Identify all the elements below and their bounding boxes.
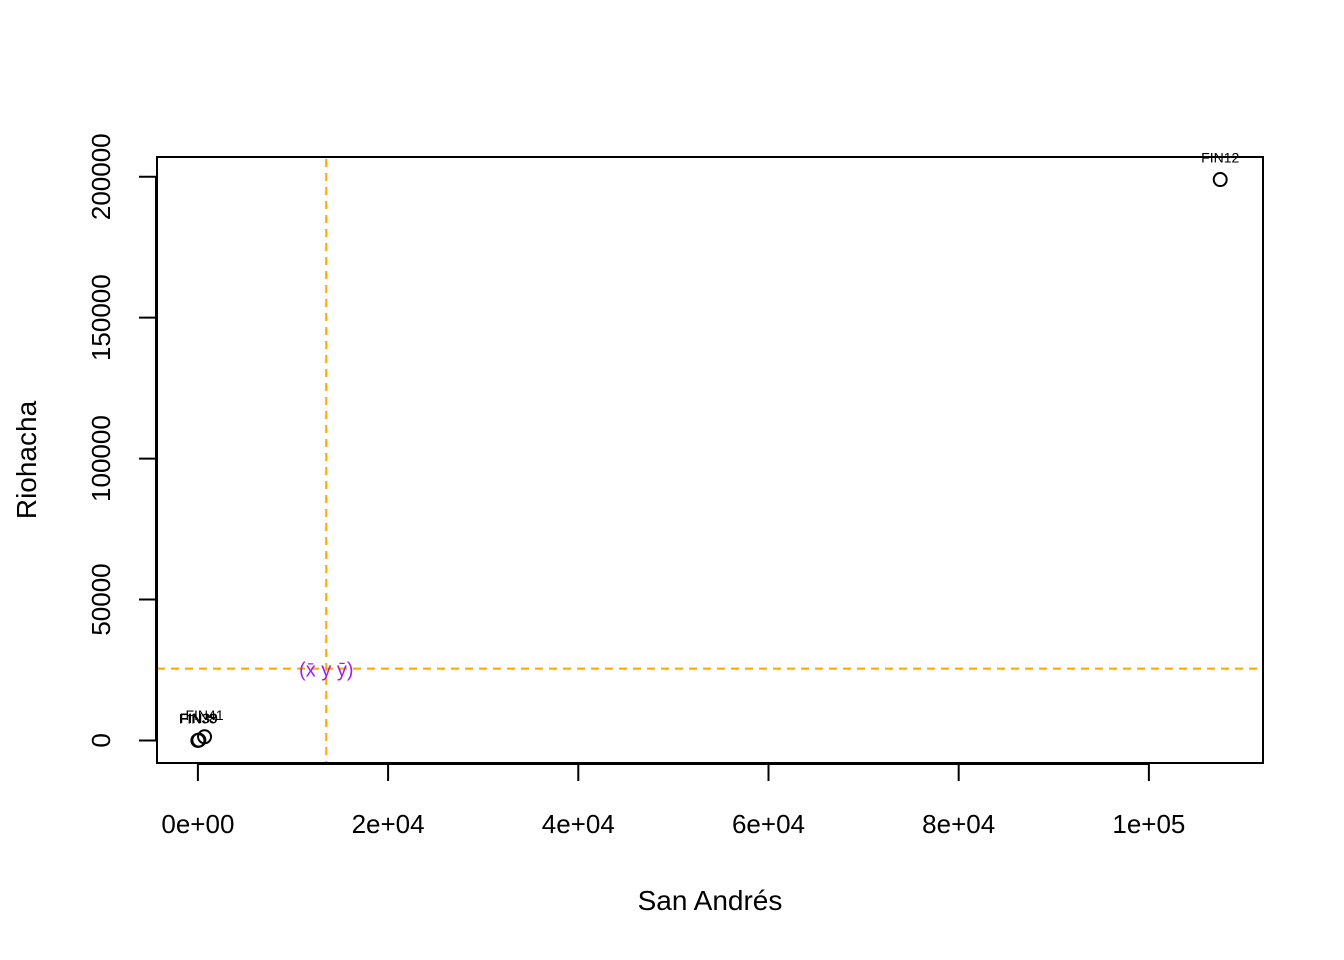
axes: 0e+00 2e+04 4e+04 6e+04 8e+04 1e+05 0 50000 1000… <box>86 133 1185 839</box>
x-tick-label: 4e+04 <box>542 809 615 839</box>
y-tick-label: 150000 <box>86 274 116 361</box>
x-tick-label: 1e+05 <box>1112 809 1185 839</box>
mean-lines: (x̄ y ȳ) <box>157 159 1263 763</box>
point-label: FIN39 <box>180 710 218 726</box>
data-point <box>190 732 206 748</box>
x-tick-label: 8e+04 <box>922 809 995 839</box>
y-axis-title: Riohacha <box>11 400 42 519</box>
mean-label: (x̄ y ȳ) <box>299 660 353 682</box>
data-point <box>1212 172 1228 188</box>
x-tick-label: 2e+04 <box>352 809 425 839</box>
y-tick-label: 100000 <box>86 415 116 502</box>
point-label: FIN41 <box>185 707 223 723</box>
point-label: FIN38 <box>179 710 217 726</box>
y-tick-label: 50000 <box>86 563 116 635</box>
x-tick-label: 0e+00 <box>161 809 234 839</box>
plot-frame <box>156 156 1264 764</box>
x-axis-title: San Andrés <box>638 885 783 916</box>
x-tick-label: 6e+04 <box>732 809 805 839</box>
y-tick-label: 200000 <box>86 133 116 220</box>
y-tick-label: 0 <box>86 733 116 747</box>
